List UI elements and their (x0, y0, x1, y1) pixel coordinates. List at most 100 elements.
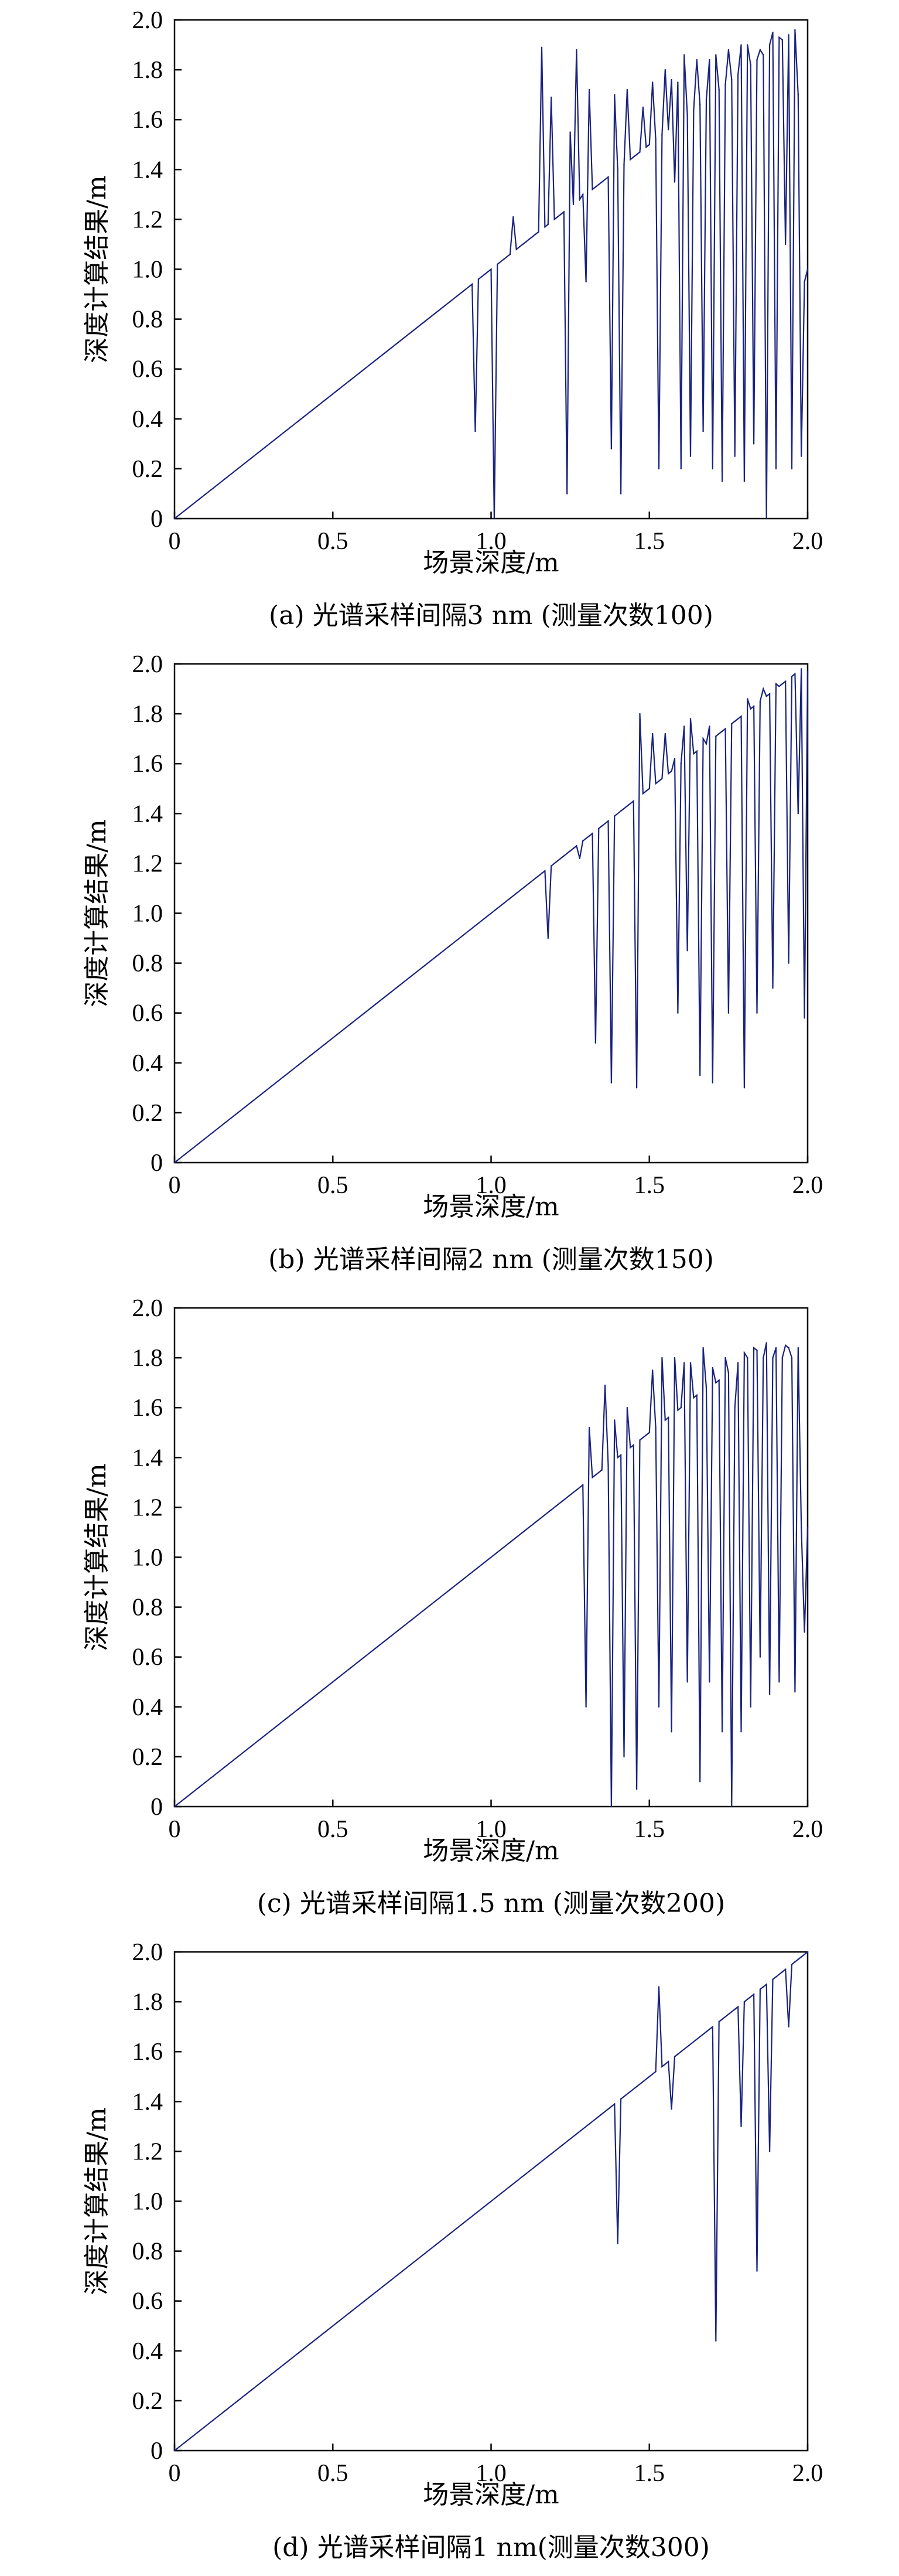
data-point (702, 738, 704, 740)
data-point (633, 156, 634, 158)
y-tick-label: 1.8 (132, 57, 163, 84)
data-point (582, 1484, 584, 1486)
data-point (763, 688, 764, 690)
data-point (614, 94, 616, 96)
data-point (471, 283, 473, 285)
data-point (750, 1706, 751, 1708)
data-point (671, 770, 672, 772)
y-tick-label: 0.8 (132, 306, 163, 333)
data-point (522, 243, 524, 246)
data-point (696, 59, 698, 61)
data-point (753, 706, 755, 707)
y-tick-label: 1.2 (132, 206, 163, 233)
panel-caption: (b) 光谱采样间隔2 nm (测量次数150) (268, 1245, 714, 1275)
data-point (585, 1706, 587, 1708)
y-axis-title: 深度计算结果/m (82, 819, 112, 1007)
x-tick-label: 1.5 (634, 1816, 665, 1843)
panel-caption: (a) 光谱采样间隔3 nm (测量次数100) (269, 601, 713, 631)
data-point (804, 1017, 805, 1019)
data-point (740, 715, 742, 717)
data-point (598, 183, 600, 185)
data-point (699, 1074, 701, 1076)
data-point (668, 773, 669, 775)
data-point (727, 49, 730, 51)
data-point (576, 49, 577, 51)
data-point (614, 2103, 616, 2105)
x-tick-label: 1.0 (476, 1816, 507, 1843)
data-point (626, 88, 628, 91)
data-point (658, 780, 660, 782)
y-tick-label: 1.8 (132, 1989, 163, 2016)
data-point (645, 1434, 647, 1436)
data-point (642, 106, 644, 108)
data-point (620, 810, 622, 812)
data-point (620, 493, 622, 495)
data-point (610, 448, 613, 450)
data-point (731, 723, 733, 725)
data-point (743, 2001, 746, 2003)
data-point (705, 743, 707, 745)
data-point (721, 2018, 723, 2020)
data-point (756, 59, 758, 61)
data-point (497, 263, 498, 265)
data-point (680, 468, 682, 470)
data-point (677, 1409, 679, 1411)
data-point (794, 29, 796, 31)
data-point (512, 216, 514, 218)
data-point (671, 79, 672, 81)
data-point (781, 1357, 784, 1359)
y-tick-label: 1.2 (132, 2138, 163, 2165)
data-point (481, 276, 483, 278)
y-tick-label: 0.4 (132, 1694, 163, 1721)
series-line (174, 669, 809, 1163)
data-point (763, 1986, 764, 1988)
chart-panel-2: 0 0.2 0.4 0.6 0.8 1.0 1.2 1.4 1.6 1.8 2.0 0 0.5 1.0 1.… (82, 1295, 823, 1919)
data-point (721, 1731, 723, 1733)
data-point (173, 1805, 176, 1808)
panel-caption: (d) 光谱采样间隔1 nm(测量次数300) (272, 2533, 710, 2563)
y-tick-label: 1.6 (132, 107, 163, 134)
y-tick-label: 0 (151, 506, 163, 533)
data-point (737, 718, 739, 720)
data-point (788, 2026, 789, 2028)
data-point (664, 1419, 666, 1421)
data-point (614, 815, 616, 817)
data-point (734, 720, 736, 723)
x-tick-label: 2.0 (792, 1172, 823, 1199)
y-tick-label: 0.2 (132, 2388, 163, 2415)
data-point (560, 857, 562, 860)
data-point (658, 1986, 660, 1988)
y-tick-label: 1.0 (132, 2189, 163, 2216)
data-point (173, 517, 176, 520)
data-point (794, 1691, 796, 1693)
data-point (794, 673, 796, 675)
data-point (747, 698, 748, 700)
data-point (791, 1357, 793, 1359)
data-point (648, 788, 651, 790)
data-point (806, 1951, 809, 1953)
data-point (585, 837, 587, 840)
data-point (601, 1469, 603, 1471)
data-point (626, 1407, 628, 1409)
data-point (594, 1474, 597, 1476)
data-point (768, 44, 771, 46)
data-point (718, 2020, 720, 2023)
data-point (778, 1681, 780, 1683)
data-point (617, 1457, 618, 1459)
data-point (639, 713, 641, 715)
data-point (601, 181, 603, 183)
data-point (804, 281, 805, 282)
data-point (753, 443, 755, 445)
data-point (734, 2008, 736, 2011)
data-point (500, 261, 501, 263)
data-point (607, 820, 609, 822)
y-axis-title: 深度计算结果/m (82, 175, 112, 363)
x-tick-label: 0 (169, 2460, 181, 2487)
data-point (797, 1347, 799, 1349)
data-point (686, 114, 688, 115)
data-point (674, 2056, 676, 2057)
data-point (797, 94, 799, 96)
x-tick-label: 1.5 (634, 528, 665, 555)
data-point (477, 278, 480, 280)
y-tick-label: 0.2 (132, 1744, 163, 1771)
